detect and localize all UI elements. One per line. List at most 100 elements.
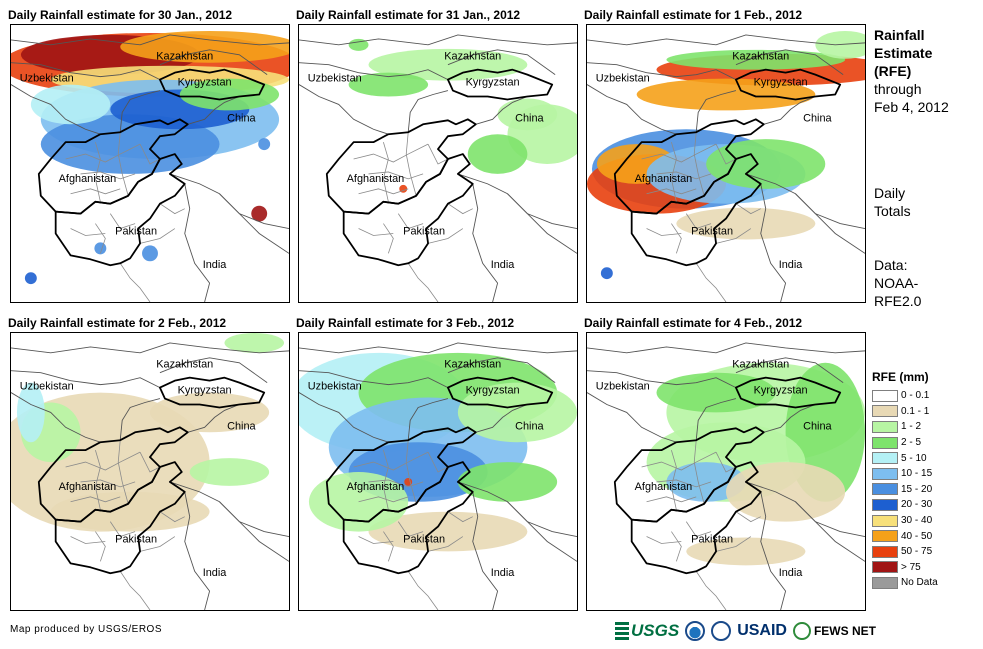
- country-boundary: [795, 193, 865, 254]
- country-boundary: [159, 49, 268, 76]
- province-boundary: [95, 531, 106, 562]
- country-boundary: [472, 491, 499, 610]
- map-canvas: Kazakhstan Uzbekistan Kyrgyzstan China Afgha…: [299, 34, 577, 302]
- province-boundary: [139, 451, 161, 473]
- province-boundary: [646, 536, 682, 544]
- basemap-layer: [587, 342, 865, 610]
- side-data-line: Data:: [874, 257, 908, 273]
- legend-rows: 0 - 0.1 0.1 - 1 1 - 2 2 - 5 5 - 10 10 - 15 15 …: [872, 388, 972, 591]
- side-title-line: Rainfall: [874, 27, 925, 43]
- legend-label: > 75: [901, 561, 921, 573]
- panel-title: Daily Rainfall estimate for 31 Jan., 201…: [296, 8, 521, 22]
- panel-title: Daily Rainfall estimate for 30 Jan., 201…: [8, 8, 233, 22]
- province-boundary: [358, 228, 394, 236]
- legend-swatch: [872, 498, 898, 511]
- province-boundary: [358, 536, 394, 544]
- country-boundary: [475, 96, 528, 125]
- place-label-uzbekistan: Uzbekistan: [596, 381, 650, 393]
- side-title: Rainfall Estimate (RFE) through Feb 4, 2…: [874, 26, 949, 116]
- province-boundary: [382, 142, 389, 202]
- province-boundary: [670, 142, 677, 202]
- country-boundary: [184, 183, 211, 302]
- place-label-india: India: [491, 567, 516, 579]
- focus-country-outline: [447, 376, 554, 409]
- fews-net-logo: FEWS NET: [792, 622, 876, 640]
- country-boundary: [187, 96, 240, 125]
- country-boundary: [760, 183, 787, 302]
- legend-item: 30 - 40: [872, 513, 972, 529]
- legend-label: No Data: [901, 577, 938, 589]
- province-boundary: [397, 213, 424, 230]
- province-boundary: [139, 536, 176, 552]
- province-boundary: [383, 223, 394, 254]
- country-boundary: [587, 342, 865, 354]
- legend-item: 15 - 20: [872, 482, 972, 498]
- province-boundary: [353, 451, 429, 471]
- country-boundary: [475, 404, 528, 433]
- legend-label: 1 - 2: [901, 421, 922, 433]
- focus-country-outline: [54, 461, 186, 575]
- country-boundary: [187, 404, 240, 433]
- place-label-india: India: [779, 259, 804, 271]
- rainfall-map: Kazakhstan Uzbekistan Kyrgyzstan China Afgha…: [10, 24, 290, 303]
- province-boundary: [447, 511, 473, 523]
- province-boundary: [80, 171, 136, 180]
- legend-swatch: [872, 452, 898, 465]
- place-label-india: India: [779, 567, 804, 579]
- panel-title: Daily Rainfall estimate for 3 Feb., 2012: [296, 316, 515, 330]
- province-boundary: [646, 228, 682, 236]
- place-label-kyrgyzstan: Kyrgyzstan: [466, 385, 520, 397]
- province-boundary: [94, 450, 101, 510]
- legend-label: 30 - 40: [901, 515, 933, 527]
- province-boundary: [735, 203, 761, 215]
- legend-item: 20 - 30: [872, 497, 972, 513]
- rainfall-layer: [299, 352, 577, 552]
- province-boundary: [656, 479, 712, 488]
- province-boundary: [397, 521, 424, 538]
- country-boundary: [299, 62, 449, 81]
- rainfall-layer: [11, 333, 285, 532]
- rainfall-area: [467, 134, 528, 174]
- map-canvas: Kazakhstan Uzbekistan Kyrgyzstan China Afgha…: [11, 30, 289, 302]
- place-label-china: China: [227, 420, 256, 432]
- basemap-layer: [299, 342, 577, 610]
- province-boundary: [139, 143, 161, 165]
- rainfall-area: [666, 49, 846, 70]
- panel-title: Daily Rainfall estimate for 4 Feb., 2012: [584, 316, 803, 330]
- country-boundary: [447, 357, 556, 384]
- country-boundary: [507, 501, 577, 562]
- province-boundary: [119, 571, 151, 610]
- province-boundary: [695, 263, 727, 302]
- map-panel-jan30: Daily Rainfall estimate for 30 Jan., 201…: [8, 8, 290, 304]
- side-totals-line: Totals: [874, 203, 911, 219]
- focus-country-outline: [447, 68, 554, 101]
- basemap-layer: [11, 34, 289, 302]
- place-label-kyrgyzstan: Kyrgyzstan: [178, 385, 232, 397]
- country-boundary: [587, 62, 737, 81]
- focus-country-outline: [325, 118, 477, 215]
- legend-item: 0.1 - 1: [872, 404, 972, 420]
- rainfall-area: [258, 138, 271, 151]
- province-boundary: [685, 521, 712, 538]
- place-label-india: India: [203, 259, 228, 271]
- map-panel-feb1: Daily Rainfall estimate for 1 Feb., 2012…: [584, 8, 866, 304]
- place-label-india: India: [203, 567, 228, 579]
- rainfall-area: [497, 98, 558, 131]
- province-boundary: [427, 536, 464, 552]
- place-label-china: China: [803, 112, 832, 124]
- province-boundary: [368, 479, 424, 488]
- place-label-uzbekistan: Uzbekistan: [308, 381, 362, 393]
- place-label-afghanistan: Afghanistan: [635, 173, 693, 185]
- logo-strip: USGS USAID FEWS NET: [615, 618, 876, 644]
- basemap-layer: [587, 34, 865, 302]
- rainfall-area: [179, 78, 280, 111]
- country-boundary: [587, 392, 677, 443]
- country-boundary: [184, 491, 211, 610]
- place-label-uzbekistan: Uzbekistan: [20, 73, 74, 85]
- province-boundary: [405, 132, 417, 196]
- place-label-india: India: [491, 259, 516, 271]
- place-label-afghanistan: Afghanistan: [347, 173, 405, 185]
- rainfall-area: [348, 72, 429, 97]
- noaa-seal-icon: [685, 621, 706, 641]
- province-boundary: [117, 440, 129, 504]
